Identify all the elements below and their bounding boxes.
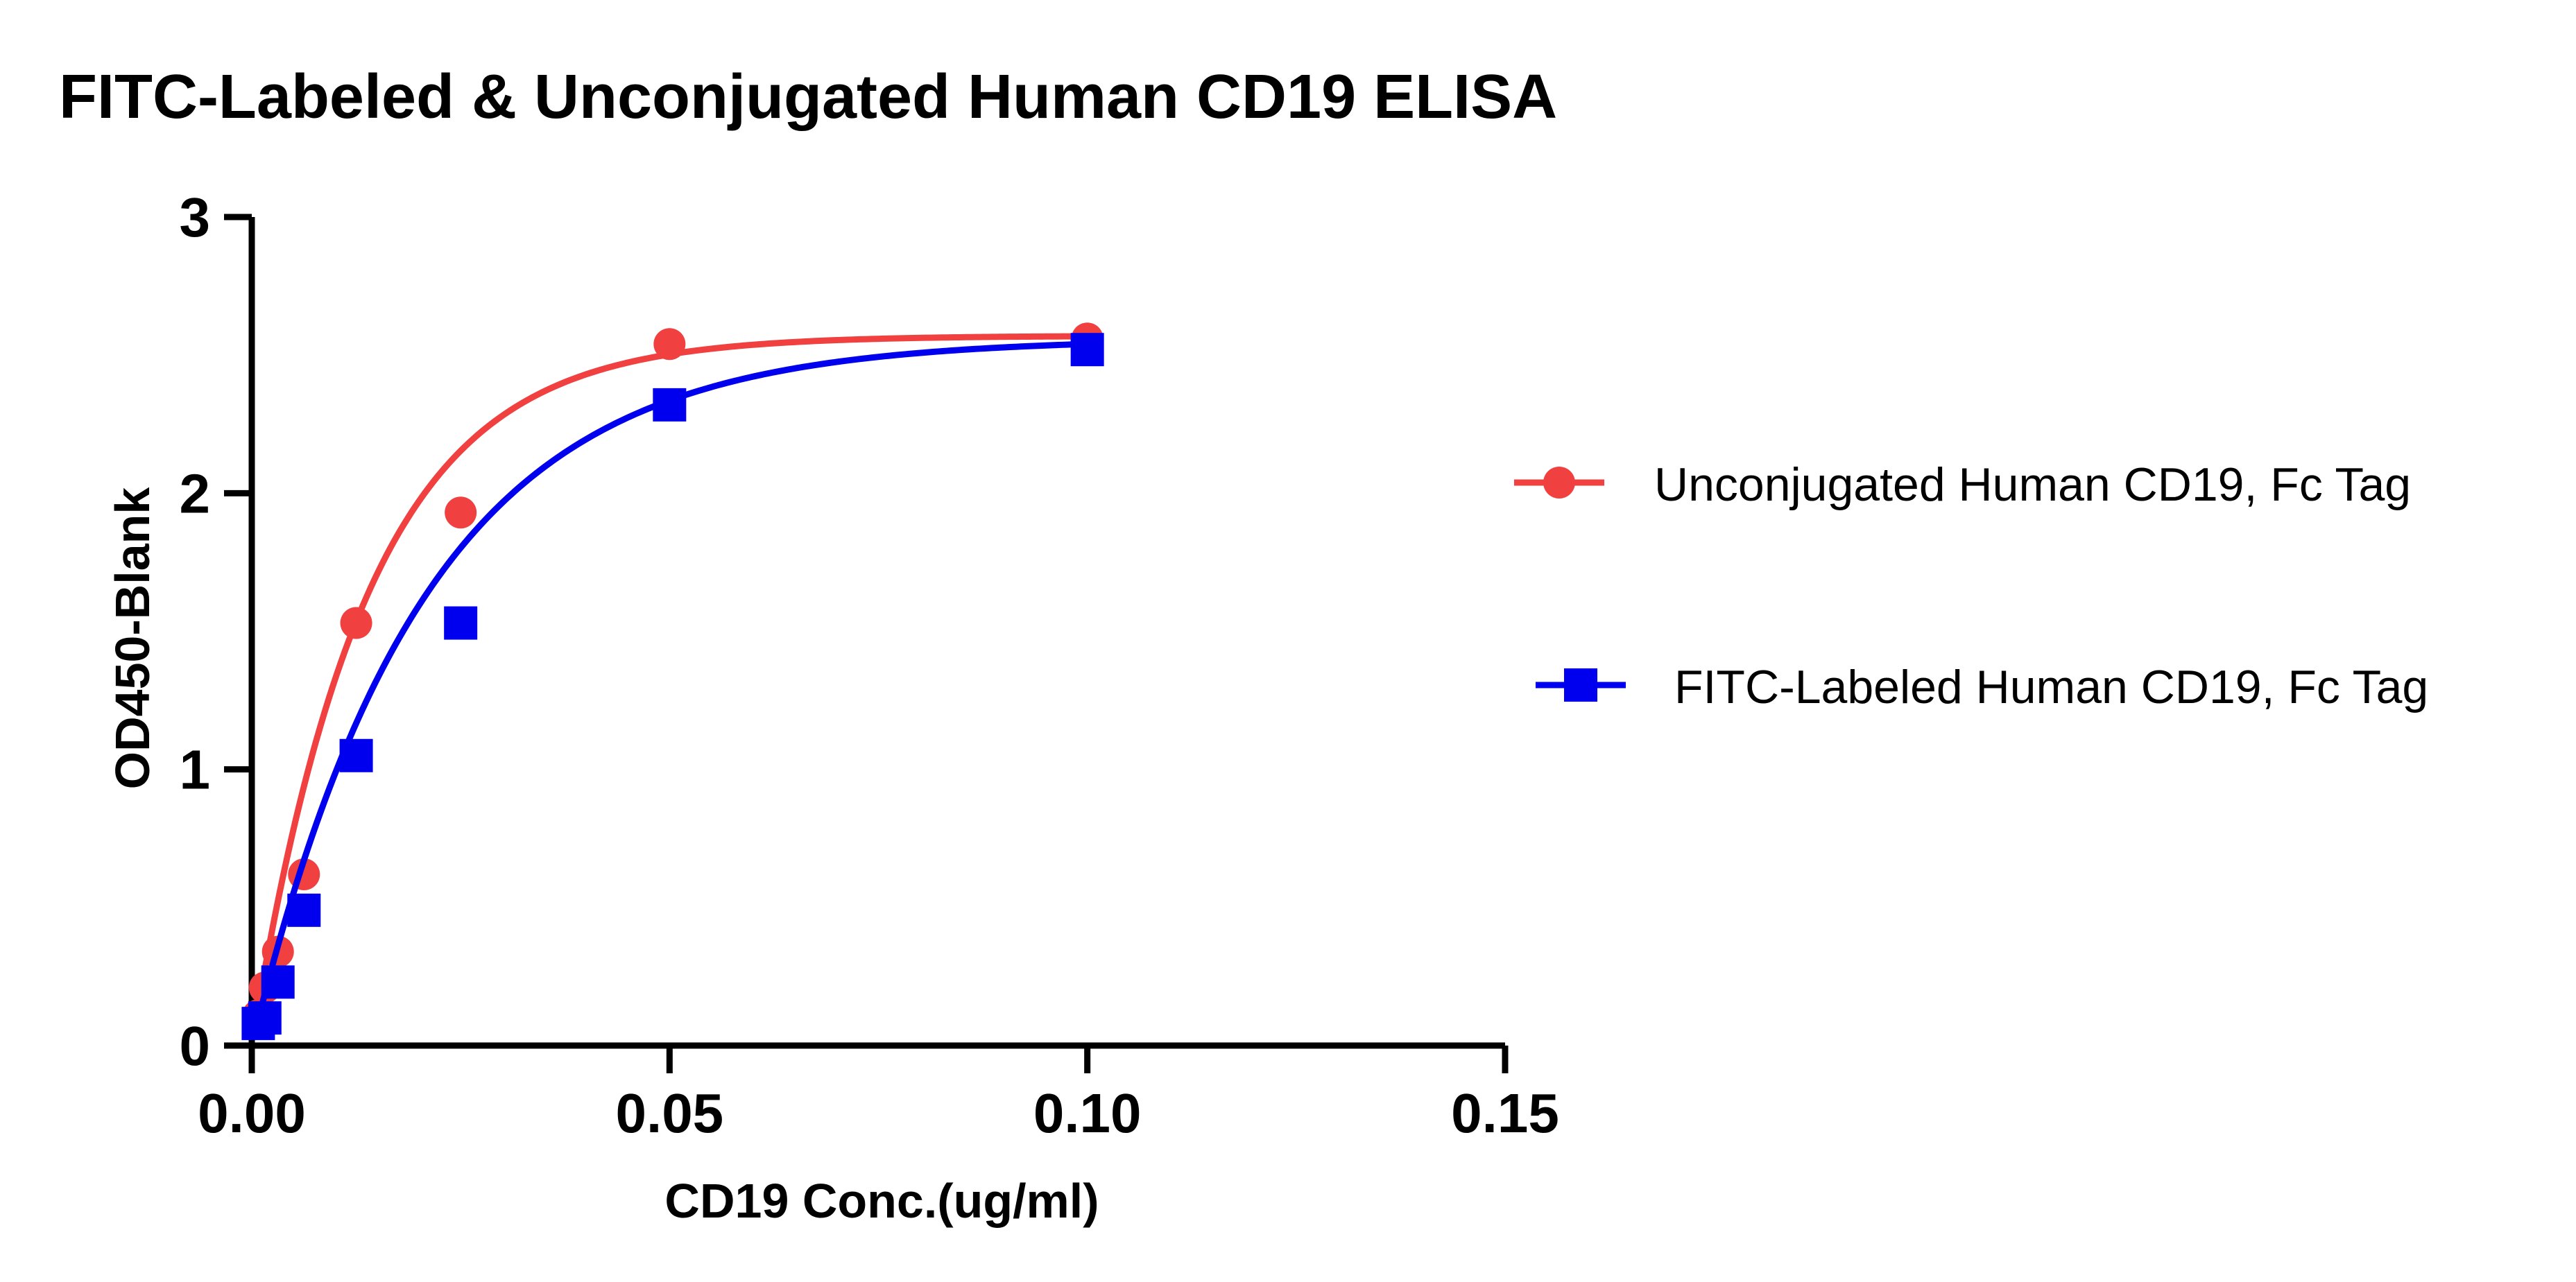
data-point xyxy=(1070,333,1104,367)
x-tick-label: 0.15 xyxy=(1451,1082,1559,1144)
series-2 xyxy=(241,333,1104,1041)
legend: Unconjugated Human CD19, Fc Tag FITC-Labe… xyxy=(1514,458,2428,713)
x-axis-label: CD19 Conc.(ug/ml) xyxy=(664,1174,1099,1228)
data-point xyxy=(261,965,295,999)
ticks: 0 1 2 3 0.00 0.05 0.10 0.15 xyxy=(180,187,1559,1144)
data-point xyxy=(444,606,478,640)
data-point xyxy=(287,893,321,927)
data-point xyxy=(653,328,686,361)
y-tick-label: 1 xyxy=(180,739,211,801)
x-tick-label: 0.00 xyxy=(198,1082,306,1144)
data-point xyxy=(445,496,477,529)
legend-label: FITC-Labeled Human CD19, Fc Tag xyxy=(1674,661,2428,713)
data-point xyxy=(248,1001,282,1035)
axes xyxy=(248,217,1505,1049)
legend-item-2: FITC-Labeled Human CD19, Fc Tag xyxy=(1536,661,2428,713)
data-point xyxy=(340,607,372,639)
y-axis-label: OD450-Blank xyxy=(105,487,160,790)
series-1 xyxy=(242,322,1104,1032)
legend-label: Unconjugated Human CD19, Fc Tag xyxy=(1654,458,2411,511)
y-tick-label: 0 xyxy=(180,1015,211,1077)
fit-curve xyxy=(255,340,1088,1021)
y-tick-label: 3 xyxy=(180,187,211,248)
y-tick-label: 2 xyxy=(180,462,211,524)
x-tick-label: 0.05 xyxy=(615,1082,723,1144)
series-layer xyxy=(241,322,1104,1041)
chart-title: FITC-Labeled & Unconjugated Human CD19 E… xyxy=(59,62,1557,132)
legend-marker xyxy=(1543,467,1575,499)
data-point xyxy=(339,738,373,772)
legend-marker xyxy=(1564,668,1597,702)
data-point xyxy=(653,388,687,422)
legend-item-1: Unconjugated Human CD19, Fc Tag xyxy=(1514,458,2411,511)
x-tick-label: 0.10 xyxy=(1033,1082,1142,1144)
